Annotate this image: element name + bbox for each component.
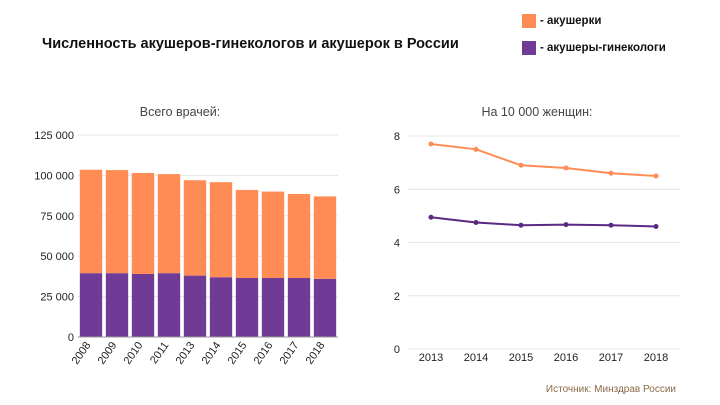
line-ytick-label: 6 — [394, 184, 400, 196]
legend-item-midwives: - акушерки — [522, 12, 666, 30]
line-point-obstetricians — [653, 224, 659, 230]
line-xtick-label: 2018 — [644, 352, 668, 364]
bar-xtick-label: 2009 — [96, 340, 120, 367]
bar-segment-midwives — [183, 180, 207, 276]
bar-segment-obstetricians — [235, 278, 259, 337]
line-point-midwives — [473, 146, 479, 152]
line-point-obstetricians — [473, 220, 479, 226]
bar-segment-midwives — [79, 169, 103, 274]
bar-xtick-label: 2018 — [304, 340, 328, 367]
bar-segment-obstetricians — [313, 278, 337, 337]
bar-ytick-label: 0 — [68, 332, 74, 344]
line-xtick-label: 2014 — [464, 352, 488, 364]
line-ytick-label: 8 — [394, 131, 400, 143]
legend-label-midwives: - акушерки — [540, 15, 602, 27]
line-point-midwives — [608, 170, 614, 176]
line-point-obstetricians — [563, 222, 569, 228]
bar-segment-obstetricians — [209, 277, 233, 337]
bar-ytick-label: 75 000 — [40, 211, 74, 223]
chart-title: Численность акушеров-гинекологов и акуше… — [42, 36, 459, 52]
bar-segment-midwives — [261, 191, 285, 279]
line-xtick-label: 2013 — [419, 352, 443, 364]
bar-ytick-label: 125 000 — [34, 130, 74, 142]
bar-segment-midwives — [287, 193, 311, 279]
bar-segment-midwives — [105, 170, 129, 274]
bar-segment-obstetricians — [79, 273, 103, 337]
bar-segment-midwives — [157, 174, 181, 274]
bar-segment-obstetricians — [287, 278, 311, 337]
line-xtick-label: 2017 — [599, 352, 623, 364]
bar-xtick-label: 2011 — [148, 340, 171, 366]
line-ytick-label: 4 — [394, 238, 400, 250]
bar-xtick-label: 2010 — [122, 340, 146, 367]
line-ytick-label: 2 — [394, 291, 400, 303]
bar-ytick-label: 25 000 — [40, 292, 74, 304]
bar-segment-midwives — [209, 182, 233, 278]
line-chart-subtitle: На 10 000 женщин: — [481, 105, 593, 119]
line-point-obstetricians — [428, 214, 434, 220]
line-point-midwives — [653, 173, 659, 179]
line-series-obstetricians — [430, 216, 657, 228]
bar-xtick-label: 2013 — [174, 340, 198, 367]
bar-segment-obstetricians — [105, 273, 129, 337]
legend-swatch-obstetricians — [522, 41, 536, 55]
bar-segment-midwives — [131, 172, 155, 274]
bar-xtick-label: 2015 — [226, 340, 250, 367]
bar-segment-obstetricians — [183, 275, 207, 337]
bar-xtick-label: 2016 — [252, 340, 276, 367]
line-xtick-label: 2015 — [509, 352, 533, 364]
legend: - акушерки - акушеры-гинекологи — [522, 12, 666, 66]
line-series-midwives — [430, 142, 657, 177]
bar-xtick-label: 2014 — [200, 340, 224, 367]
line-point-midwives — [428, 141, 434, 147]
line-point-obstetricians — [518, 222, 524, 228]
line-point-obstetricians — [608, 222, 614, 228]
source-note: Источник: Минздрав России — [545, 384, 676, 395]
bar-segment-midwives — [313, 196, 337, 279]
line-point-midwives — [518, 162, 524, 168]
bar-segment-midwives — [235, 189, 259, 279]
line-xtick-label: 2016 — [554, 352, 578, 364]
legend-swatch-midwives — [522, 14, 536, 28]
bar-xtick-label: 2017 — [278, 340, 302, 367]
legend-label-obstetricians: - акушеры-гинекологи — [540, 42, 666, 54]
line-point-midwives — [563, 165, 569, 171]
bar-chart-subtitle: Всего врачей: — [139, 105, 221, 119]
bar-segment-obstetricians — [261, 278, 285, 337]
bar-segment-obstetricians — [131, 273, 155, 337]
bar-ytick-label: 100 000 — [34, 170, 74, 182]
bar-ytick-label: 50 000 — [40, 251, 74, 263]
bar-segment-obstetricians — [157, 273, 181, 337]
legend-item-obstetricians: - акушеры-гинекологи — [522, 39, 666, 57]
line-ytick-label: 0 — [394, 344, 400, 356]
